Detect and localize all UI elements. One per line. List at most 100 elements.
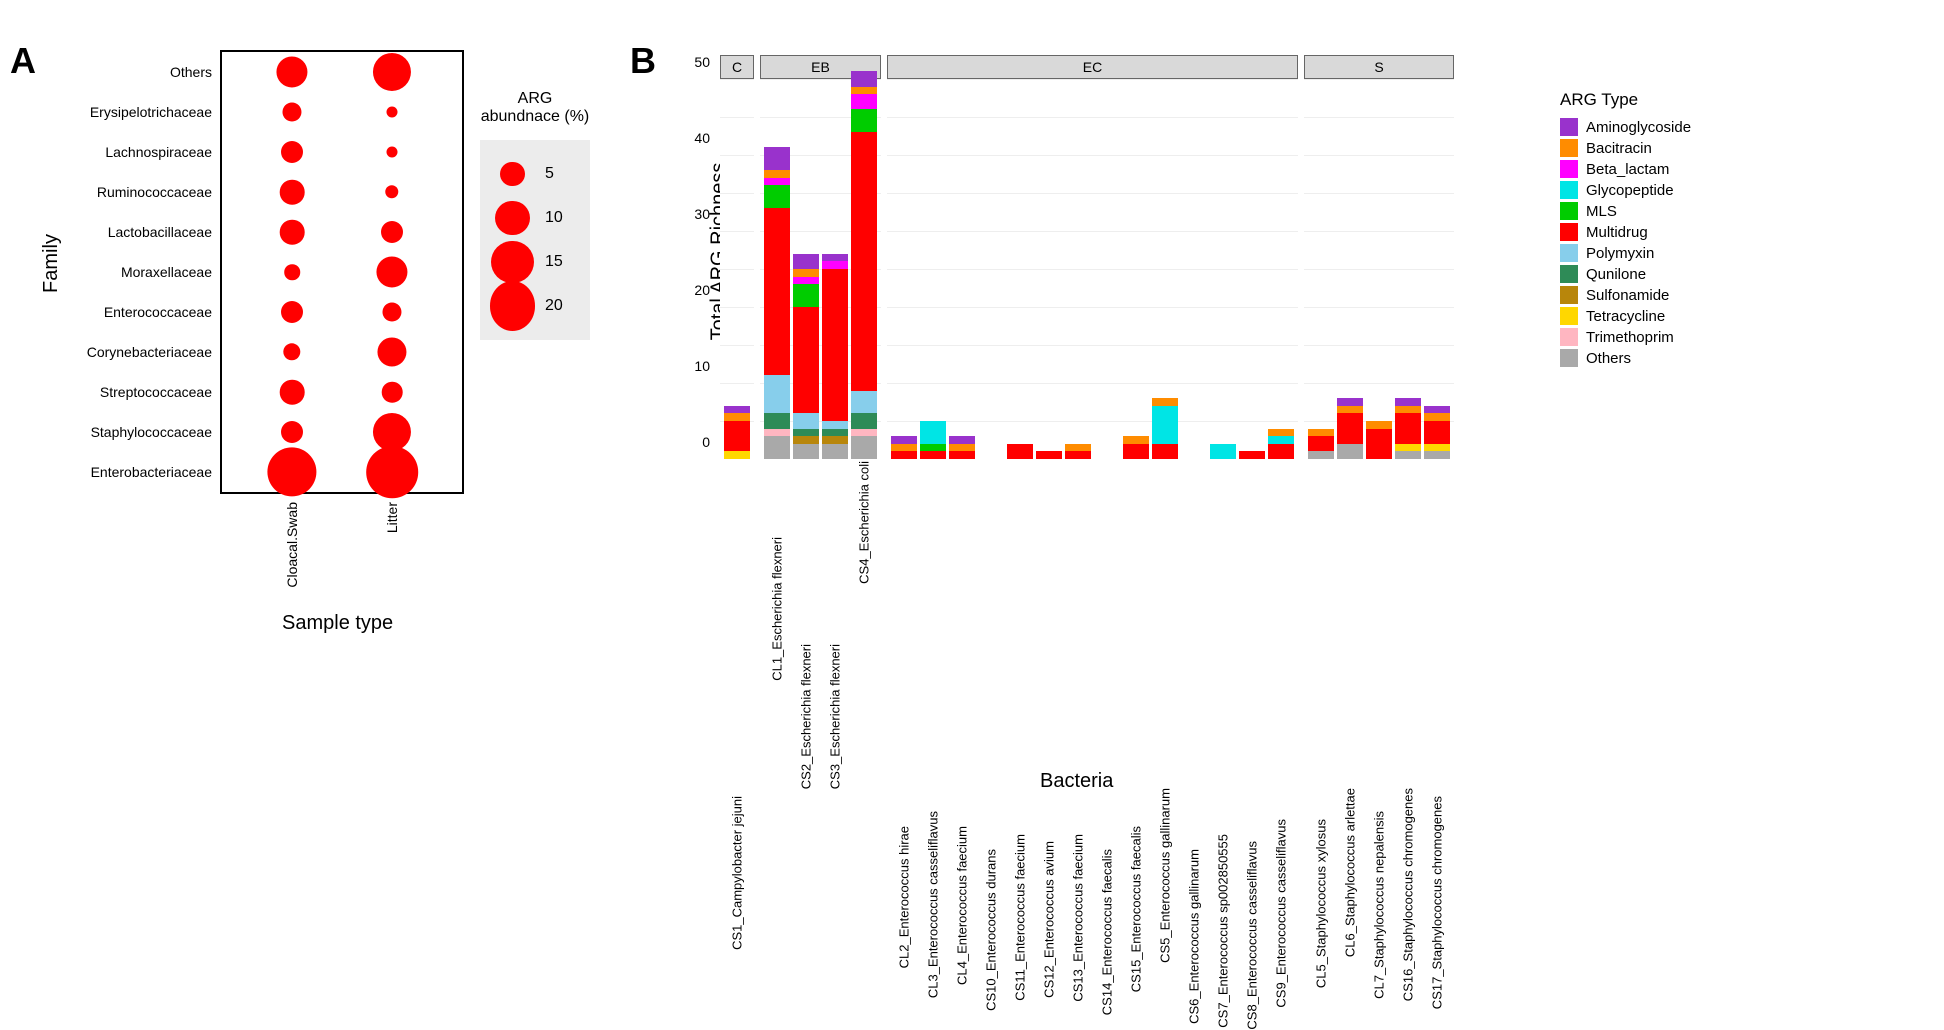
bubble — [385, 185, 398, 198]
y-tick: 20 — [694, 282, 710, 298]
bar-segment — [1337, 413, 1363, 443]
bar-segment — [851, 109, 877, 132]
legend-swatch — [1560, 139, 1578, 157]
bar-label: CL7_Staphylococcus nepalensis — [1372, 811, 1387, 999]
facet-body: CS1_Campylobacter jejuni — [720, 79, 754, 459]
bar-segment — [920, 444, 946, 452]
arg-legend-row: Polymyxin — [1560, 244, 1691, 262]
y-tick: 40 — [694, 130, 710, 146]
legend-label: Others — [1586, 350, 1631, 367]
bubble — [276, 56, 307, 87]
bar-segment — [949, 436, 975, 444]
bar-label: CS13_Enterococcus faecium — [1071, 834, 1086, 1002]
y-tick: 50 — [694, 54, 710, 70]
bar-segment — [822, 436, 848, 444]
bar-segment — [1395, 406, 1421, 414]
bar-segment — [1268, 429, 1294, 437]
bar-segment — [822, 429, 848, 437]
panel-b-label: B — [630, 40, 656, 82]
bar-segment — [1152, 398, 1178, 406]
bar-label: CS16_Staphylococcus chromogenes — [1401, 788, 1416, 1001]
bubble — [280, 180, 305, 205]
panel-a: A Family Sample type OthersErysipelotric… — [20, 50, 600, 670]
bar-label: CL5_Staphylococcus xylosus — [1314, 819, 1329, 988]
bar-segment — [851, 87, 877, 95]
bar-label: CS1_Campylobacter jejuni — [730, 796, 745, 950]
bar-segment — [764, 170, 790, 178]
bar-segment — [1123, 436, 1149, 444]
bar: CS5_Enterococcus gallinarum — [1152, 398, 1178, 459]
bubble-legend-row: 10 — [490, 198, 580, 238]
arg-legend-title: ARG Type — [1560, 90, 1691, 110]
bubble-legend-row: 15 — [490, 242, 580, 282]
facet: EBCL1_Escherichia flexneriCS2_Escherichi… — [760, 55, 881, 475]
legend-swatch — [1560, 160, 1578, 178]
bar-segment — [891, 451, 917, 459]
panel-b-x-title: Bacteria — [1040, 770, 1113, 793]
bar-label: CL1_Escherichia flexneri — [770, 537, 785, 681]
bubble-legend: 5101520 — [480, 140, 590, 340]
bar: CS3_Escherichia flexneri — [822, 254, 848, 459]
family-label: Lachnospiraceae — [105, 144, 212, 160]
legend-label: Trimethoprim — [1586, 329, 1674, 346]
facet-strip: C — [720, 55, 754, 79]
arg-legend: ARG Type Aminoglycoside Bacitracin Beta_la… — [1560, 90, 1691, 370]
legend-swatch — [1560, 286, 1578, 304]
arg-legend-row: Beta_lactam — [1560, 160, 1691, 178]
arg-legend-row: Bacitracin — [1560, 139, 1691, 157]
bar-segment — [724, 406, 750, 414]
bar-segment — [949, 451, 975, 459]
bar-segment — [793, 307, 819, 413]
legend-swatch — [1560, 244, 1578, 262]
bar-segment — [851, 94, 877, 109]
arg-legend-row: Aminoglycoside — [1560, 118, 1691, 136]
panel-a-label: A — [10, 40, 36, 82]
legend-swatch — [1560, 328, 1578, 346]
bar-segment — [1337, 444, 1363, 459]
bar-segment — [891, 444, 917, 452]
facet-strip: EC — [887, 55, 1298, 79]
facet-body: CL1_Escherichia flexneriCS2_Escherichia … — [760, 79, 881, 459]
bar-label: CS14_Enterococcus faecalis — [1100, 849, 1115, 1015]
family-label: Enterobacteriaceae — [91, 464, 212, 480]
bar-segment — [1424, 444, 1450, 452]
bar: CS1_Campylobacter jejuni — [724, 406, 750, 459]
family-label: Moraxellaceae — [121, 264, 212, 280]
bar-segment — [1036, 451, 1062, 459]
bar-segment — [724, 421, 750, 451]
bubble — [267, 447, 316, 496]
bar-segment — [1268, 444, 1294, 459]
bar-segment — [1065, 451, 1091, 459]
bar: CL4_Enterococcus faecium — [949, 436, 975, 459]
bar: CS7_Enterococcus sp002850555 — [1210, 444, 1236, 459]
bubble-legend-title: ARGabundnace (%) — [480, 90, 590, 126]
bar-segment — [1308, 451, 1334, 459]
bubble — [282, 102, 301, 121]
legend-swatch — [1560, 223, 1578, 241]
legend-label: Sulfonamide — [1586, 287, 1669, 304]
bar-label: CS7_Enterococcus sp002850555 — [1216, 834, 1231, 1028]
arg-legend-row: Qunilone — [1560, 265, 1691, 283]
facet-body: CL5_Staphylococcus xylosusCL6_Staphyloco… — [1304, 79, 1454, 459]
bar-segment — [793, 413, 819, 428]
bar-segment — [724, 413, 750, 421]
bar: CL2_Enterococcus hirae — [891, 436, 917, 459]
bar-segment — [1366, 421, 1392, 429]
bar-segment — [1424, 413, 1450, 421]
bar-label: CL3_Enterococcus casseliflavus — [926, 811, 941, 998]
bar-segment — [1366, 429, 1392, 459]
bar-segment — [822, 261, 848, 269]
bar-segment — [1395, 444, 1421, 452]
bar-segment — [1395, 398, 1421, 406]
bar-label: CS15_Enterococcus faecalis — [1129, 826, 1144, 992]
facet: SCL5_Staphylococcus xylosusCL6_Staphyloc… — [1304, 55, 1454, 475]
bar-segment — [793, 436, 819, 444]
arg-legend-row: MLS — [1560, 202, 1691, 220]
bar-segment — [851, 413, 877, 428]
arg-legend-row: Others — [1560, 349, 1691, 367]
bar-segment — [764, 413, 790, 428]
legend-swatch — [1560, 307, 1578, 325]
bar: CS12_Enterococcus avium — [1036, 451, 1062, 459]
bar-segment — [822, 421, 848, 429]
bar-label: CS10_Enterococcus durans — [984, 849, 999, 1011]
